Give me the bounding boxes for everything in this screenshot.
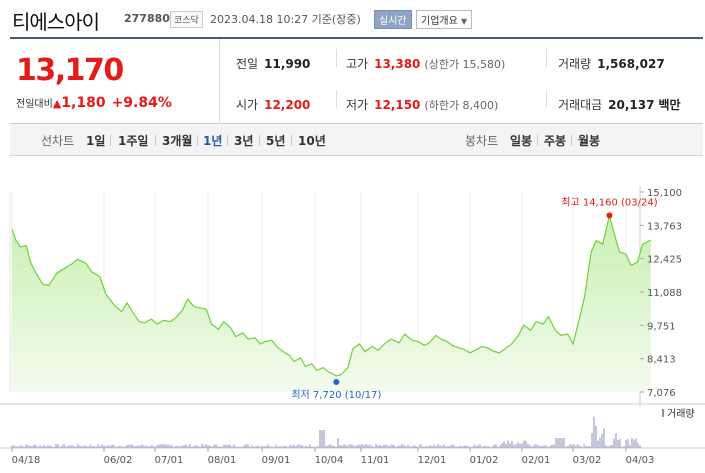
divider [546,49,547,67]
market-badge: 코스닥 [170,11,203,28]
low-annotation: 최저 7,720 (10/17) [291,389,381,401]
stat-high: 고가 13,380 (상한가 15,580) [346,55,505,72]
price-chart: 15,10013,76312,42511,0889,7518,4137,076 … [0,186,705,466]
stat-extra: (상한가 15,580) [424,58,506,71]
divider [336,90,337,108]
stat-label: 전일 [236,57,259,71]
y-tick-label: 12,425 [647,255,682,266]
x-tick-label: 10/04 [315,455,344,466]
stock-header: 티에스아이 277880 코스닥 2023.04.18 10:27 기준(장중)… [0,0,705,36]
stat-value: 13,380 [374,57,421,71]
stat-label: 거래대금 [558,98,603,112]
x-tick-label: 01/02 [470,455,499,466]
tab-period-3m[interactable]: 3개월 [162,134,193,148]
stat-low: 저가 12,150 (하한가 8,400) [346,96,498,113]
stat-label: 저가 [346,98,369,112]
tab-candle-weekly[interactable]: 주봉 [544,134,567,148]
x-axis: 04/18 06/02 07/01 08/01 09/01 10/04 11/01 12/01… [11,448,655,466]
stock-name: 티에스아이 [12,10,100,34]
stat-amount: 거래대금 20,137 백만 [558,96,681,113]
x-tick-label: 12/01 [418,455,447,466]
x-tick-label: 08/01 [208,455,237,466]
divider [336,49,337,67]
realtime-button[interactable]: 실시간 [374,10,412,29]
x-tick-label: 03/02 [573,455,602,466]
change-label: 전일대비 [16,99,53,110]
divider [110,135,111,146]
current-price: 13,170 [16,53,124,88]
x-tick-label: 11/01 [361,455,390,466]
volume-legend-label: 거래량 [667,408,695,420]
price-area [12,215,651,392]
stat-open: 시가 12,200 [236,96,310,113]
x-tick-label: 02/01 [522,455,551,466]
candle-chart-label: 봉차트 [465,134,499,148]
stat-extra: (하한가 8,400) [424,99,499,112]
stat-unit: 백만 [658,98,681,112]
divider [537,135,538,146]
dropdown-arrow-icon: ▼ [461,17,468,26]
stat-label: 시가 [236,98,259,112]
divider [546,90,547,108]
up-triangle-icon: ▲ [52,97,62,110]
x-tick-label: 04/18 [12,455,41,466]
tab-period-5y[interactable]: 5년 [266,134,286,148]
stat-value: 1,568,027 [597,57,665,71]
stat-value: 12,200 [264,98,311,112]
y-tick-label: 13,763 [647,221,682,232]
y-tick-label: 8,413 [647,355,676,366]
high-annotation: 최고 14,160 (03/24) [561,196,657,208]
stat-volume: 거래량 1,568,027 [558,55,665,72]
tab-candle-monthly[interactable]: 월봉 [578,134,601,148]
chart-tabs: 선차트 1일 1주일 3개월 1년 3년 5년 10년 봉차트 일봉 주봉 월봉 [10,124,703,156]
price-change: 전일대비▲1,180 +9.84% [16,95,172,111]
divider [155,135,156,146]
tab-period-1y[interactable]: 1년 [203,134,223,148]
stock-code: 277880 [124,12,170,25]
volume-legend-icon [662,409,664,417]
divider [291,135,292,146]
volume-bars: 거래량 [11,408,695,448]
stat-prev-close: 전일 11,990 [236,55,310,72]
stat-label: 거래량 [558,57,592,71]
current-price-box: 13,170 전일대비▲1,180 +9.84% [10,39,220,124]
y-tick-label: 9,751 [647,321,676,332]
divider [227,135,228,146]
company-overview-label: 기업개요 [421,16,458,27]
tab-period-1d[interactable]: 1일 [86,134,106,148]
y-tick-label: 7,076 [647,388,676,399]
divider [197,135,198,146]
low-marker [333,378,340,385]
y-tick-label: 11,088 [647,288,682,299]
change-value: 1,180 [61,95,106,111]
tab-period-10y[interactable]: 10년 [298,134,326,148]
company-overview-dropdown[interactable]: 기업개요 ▼ [416,10,473,29]
high-marker [606,212,613,219]
line-chart-label: 선차트 [41,134,75,148]
y-axis: 15,100 13,763 12,425 11,088 9,751 8,413 7,076 [640,188,682,399]
divider [259,135,260,146]
stat-value: 11,990 [264,57,311,71]
stat-label: 고가 [346,57,369,71]
change-percent: +9.84% [111,95,172,111]
quote-datetime: 2023.04.18 10:27 기준(장중) [210,13,361,26]
quote-panel: 13,170 전일대비▲1,180 +9.84% 전일 11,990 고가 13,38… [10,37,703,124]
x-tick-label: 04/03 [626,455,655,466]
tab-period-3y[interactable]: 3년 [234,134,254,148]
stat-value: 20,137 [608,98,655,112]
chart-annotations: 최고 14,160 (03/24) 최저 7,720 (10/17) [291,196,657,401]
y-tick-label: 15,100 [647,188,682,199]
price-line [11,215,652,377]
tab-period-1w[interactable]: 1주일 [118,134,149,148]
x-tick-label: 07/01 [155,455,184,466]
stat-value: 12,150 [374,98,421,112]
tab-candle-daily[interactable]: 일봉 [510,134,533,148]
divider [571,135,572,146]
x-tick-label: 06/02 [104,455,133,466]
x-tick-label: 09/01 [262,455,291,466]
